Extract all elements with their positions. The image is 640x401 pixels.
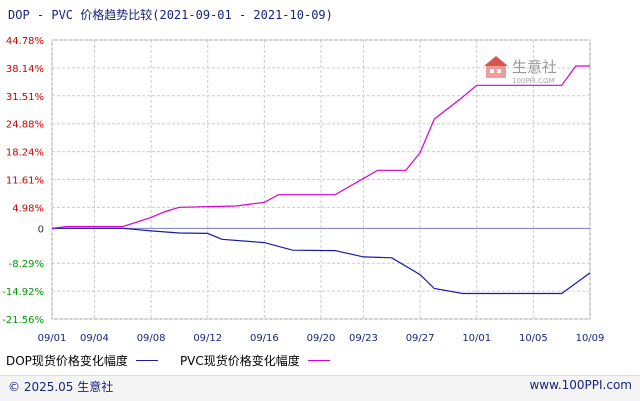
legend: DOP现货价格变化幅度 PVC现货价格变化幅度: [6, 352, 352, 369]
legend-swatch-pvc: [307, 360, 330, 361]
chart-title: DOP - PVC 价格趋势比较(2021-09-01 - 2021-10-09…: [8, 8, 333, 22]
x-tick-label: 09/08: [137, 333, 166, 344]
legend-label-pvc: PVC现货价格变化幅度: [179, 354, 300, 368]
x-tick-label: 10/05: [519, 333, 548, 344]
watermark-window-icon: [490, 69, 494, 73]
y-tick-label: -8.29%: [9, 259, 44, 270]
x-tick-label: 09/20: [307, 333, 336, 344]
x-tick-label: 09/04: [80, 333, 109, 344]
watermark-subtext: 100PPI.COM: [512, 77, 555, 85]
footer-site-link[interactable]: www.100PPI.com: [529, 378, 632, 392]
footer-copyright: © 2025.05 生意社: [8, 380, 114, 394]
x-tick-label: 09/12: [193, 333, 222, 344]
y-tick-labels: 44.78% 38.14% 31.51% 24.88% 18.24% 11.61% 4.98…: [2, 36, 44, 326]
y-tick-label: -14.92%: [2, 287, 44, 298]
y-tick-label: 0: [38, 224, 44, 235]
series-line-pvc: [51, 65, 590, 229]
x-tick-label: 10/09: [576, 333, 605, 344]
x-tick-labels: 09/01 09/04 09/08 09/12 09/16 09/20 09/23 09/27…: [38, 333, 605, 344]
y-tick-label: 4.98%: [12, 203, 44, 214]
watermark-roof-icon: [484, 56, 508, 66]
watermark-text: 生意社: [512, 58, 557, 76]
watermark-house-icon: [486, 66, 506, 78]
series-layer: [51, 65, 591, 295]
y-tick-label: 11.61%: [6, 176, 44, 187]
series-line-dop: [52, 227, 591, 295]
legend-swatch-dop: [135, 360, 158, 361]
y-tick-label: 18.24%: [6, 148, 44, 159]
x-tick-label: 09/27: [406, 333, 435, 344]
y-tick-label: -21.56%: [2, 315, 44, 326]
y-tick-label: 24.88%: [6, 120, 44, 131]
grid-layer: [51, 39, 591, 320]
y-tick-label: 31.51%: [6, 92, 44, 103]
y-tick-label: 44.78%: [6, 36, 44, 47]
x-tick-label: 09/16: [250, 333, 279, 344]
x-tick-label: 10/01: [462, 333, 491, 344]
watermark-window-icon: [497, 69, 501, 73]
footer-band: [0, 375, 640, 401]
watermark-logo: 生意社 100PPI.COM: [484, 56, 557, 85]
x-tick-label: 09/01: [38, 333, 67, 344]
x-tick-label: 09/23: [349, 333, 378, 344]
legend-label-dop: DOP现货价格变化幅度: [6, 354, 128, 368]
y-tick-label: 38.14%: [6, 64, 44, 75]
